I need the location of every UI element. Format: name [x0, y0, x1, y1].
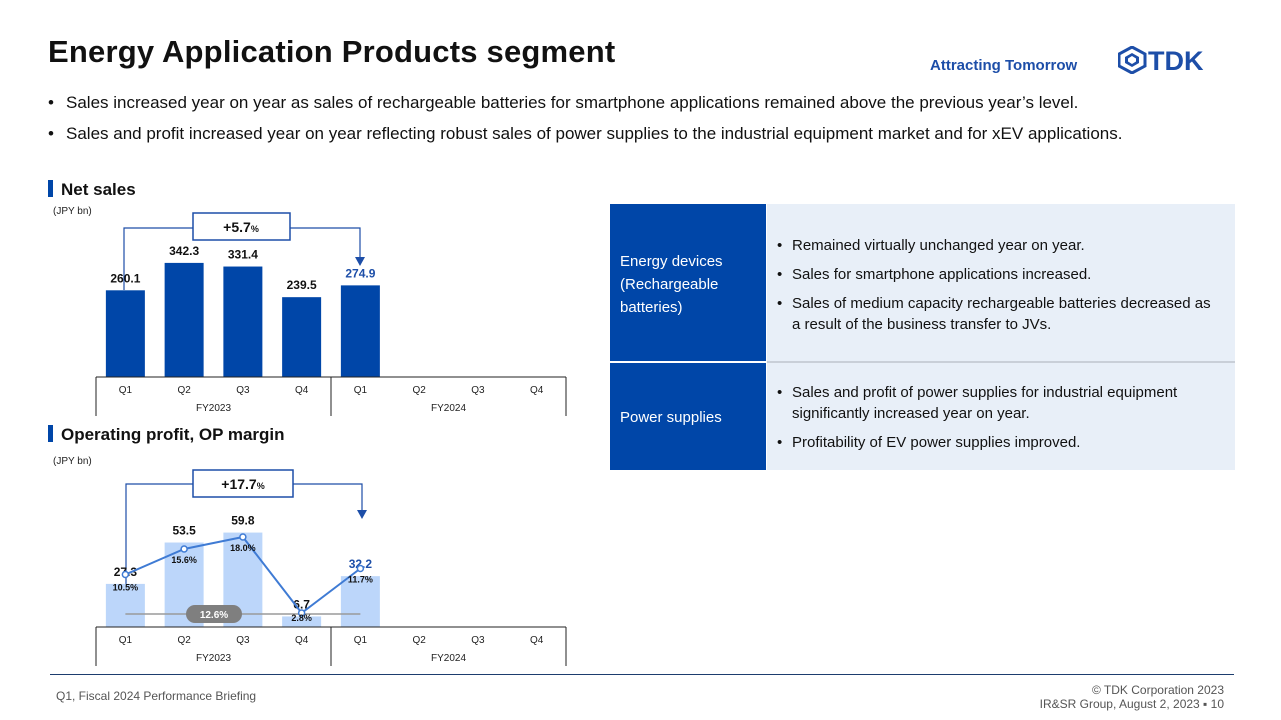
op-profit-value-label: 53.5	[172, 524, 196, 538]
net-sales-value-label: 342.3	[169, 244, 199, 258]
footer-page-info: IR&SR Group, August 2, 2023 ▪ 10	[1039, 697, 1224, 711]
section-marker	[48, 180, 53, 197]
net-sales-bar	[223, 266, 263, 377]
op-profit-chart: +17.7% 27.353.559.86.732.2 12.6% 10.5%15…	[95, 469, 567, 666]
avg-margin-badge	[186, 605, 242, 623]
net-sales-chart: +5.7% 260.1 342.3 331.4 239.5 274.9 Q1 Q2 Q3 Q4…	[95, 212, 567, 416]
op-profit-tick-label: Q1	[354, 635, 368, 646]
table-row-label-text: Power supplies	[620, 409, 722, 426]
op-margin-label: 15.6%	[171, 555, 197, 565]
net-sales-tick-label: Q2	[177, 385, 191, 396]
net-sales-tick-label: Q3	[471, 385, 485, 396]
net-sales-group-label: FY2024	[431, 403, 466, 414]
list-item: Profitability of EV power supplies impro…	[777, 432, 1213, 453]
list-item: Sales for smartphone applications increa…	[777, 264, 1213, 285]
op-profit-group-label: FY2024	[431, 653, 466, 664]
table-row-label-text: Energy devices (Rechargeable batteries)	[620, 253, 723, 316]
tagline: Attracting Tomorrow	[930, 57, 1078, 74]
summary-bullet: Sales increased year on year as sales of…	[48, 91, 1268, 114]
op-profit-bar	[282, 616, 322, 627]
net-sales-tick-label: Q1	[119, 385, 133, 396]
op-margin-point	[356, 564, 365, 573]
table-row-details-power-supplies: Sales and profit of power supplies for i…	[767, 363, 1235, 470]
op-profit-bar	[340, 576, 380, 627]
net-sales-group-label: FY2023	[196, 403, 231, 414]
net-sales-change-box	[192, 212, 291, 241]
net-sales-bar	[282, 297, 322, 377]
op-profit-tick-label: Q4	[295, 635, 309, 646]
summary-bullet: Sales and profit increased year on year …	[48, 122, 1268, 145]
op-margin-label: 10.5%	[113, 583, 139, 593]
op-profit-tick-label: Q2	[412, 635, 426, 646]
page-title: Energy Application Products segment	[48, 34, 616, 69]
net-sales-tick-label: Q4	[530, 385, 544, 396]
section-marker	[48, 425, 53, 442]
net-sales-value-label: 239.5	[287, 278, 317, 292]
net-sales-tick-label: Q3	[236, 385, 250, 396]
summary-bullets: Sales increased year on year as sales of…	[48, 91, 1268, 153]
tdk-logo: TDK	[1118, 46, 1204, 74]
op-profit-change-box	[192, 469, 294, 498]
op-profit-unit: (JPY bn)	[53, 456, 92, 467]
op-margin-point	[121, 570, 130, 579]
footer-copyright: © TDK Corporation 2023	[1091, 683, 1224, 697]
op-margin-label: 11.7%	[348, 575, 373, 585]
net-sales-unit: (JPY bn)	[53, 206, 92, 217]
table-row-label-power-supplies: Power supplies	[610, 363, 766, 470]
op-profit-change-label: +17.7%	[221, 476, 264, 492]
tdk-logo-text: TDK	[1148, 46, 1204, 74]
list-item: Sales and profit of power supplies for i…	[777, 382, 1213, 424]
op-profit-bar	[105, 583, 145, 627]
net-sales-value-label: 260.1	[110, 271, 140, 285]
op-profit-tick-label: Q2	[177, 635, 191, 646]
op-profit-tick-label: Q3	[471, 635, 485, 646]
energy-devices-points: Remained virtually unchanged year on yea…	[777, 235, 1213, 343]
op-profit-group-label: FY2023	[196, 653, 231, 664]
tdk-emblem-icon	[1118, 46, 1147, 74]
op-profit-tick-label: Q4	[530, 635, 544, 646]
op-profit-tick-label: Q3	[236, 635, 250, 646]
net-sales-bar	[340, 285, 380, 377]
net-sales-value-label: 331.4	[228, 248, 258, 262]
op-profit-value-label: 59.8	[231, 514, 255, 528]
op-margin-point	[297, 609, 306, 617]
footer-briefing-title: Q1, Fiscal 2024 Performance Briefing	[56, 689, 257, 703]
op-profit-arrow-head	[357, 510, 367, 519]
net-sales-bar	[105, 290, 145, 377]
op-margin-point	[180, 545, 188, 553]
net-sales-value-label: 274.9	[345, 266, 375, 280]
net-sales-tick-label: Q4	[295, 385, 309, 396]
op-profit-tick-label: Q1	[119, 635, 133, 646]
op-margin-label: 2.8%	[291, 613, 312, 623]
net-sales-bar	[164, 262, 204, 377]
table-row-label-energy-devices: Energy devices (Rechargeable batteries)	[610, 204, 766, 361]
table-row-divider	[767, 361, 1235, 363]
op-profit-section-title: Operating profit, OP margin	[48, 425, 285, 445]
table-row-details-energy-devices: Remained virtually unchanged year on yea…	[767, 204, 1235, 361]
net-sales-arrow-head	[355, 257, 365, 266]
op-profit-change-callout: +17.7%	[125, 469, 367, 585]
segment-detail-table: Energy devices (Rechargeable batteries) …	[610, 204, 1235, 470]
net-sales-tick-label: Q1	[354, 385, 368, 396]
op-profit-title-text: Operating profit, OP margin	[61, 425, 285, 444]
op-margin-point	[239, 533, 247, 541]
avg-margin-label: 12.6%	[200, 610, 228, 621]
list-item: Sales of medium capacity rechargeable ba…	[777, 293, 1213, 335]
net-sales-change-callout: +5.7%	[123, 212, 365, 290]
net-sales-section-title: Net sales	[48, 180, 136, 200]
power-supplies-points: Sales and profit of power supplies for i…	[777, 382, 1213, 461]
op-margin-label: 18.0%	[230, 543, 256, 553]
footer-divider	[50, 674, 1234, 675]
op-profit-value-label: 32.2	[349, 557, 373, 571]
list-item: Remained virtually unchanged year on yea…	[777, 235, 1213, 256]
net-sales-change-label: +5.7%	[223, 219, 259, 235]
net-sales-title-text: Net sales	[61, 180, 136, 199]
net-sales-tick-label: Q2	[412, 385, 426, 396]
